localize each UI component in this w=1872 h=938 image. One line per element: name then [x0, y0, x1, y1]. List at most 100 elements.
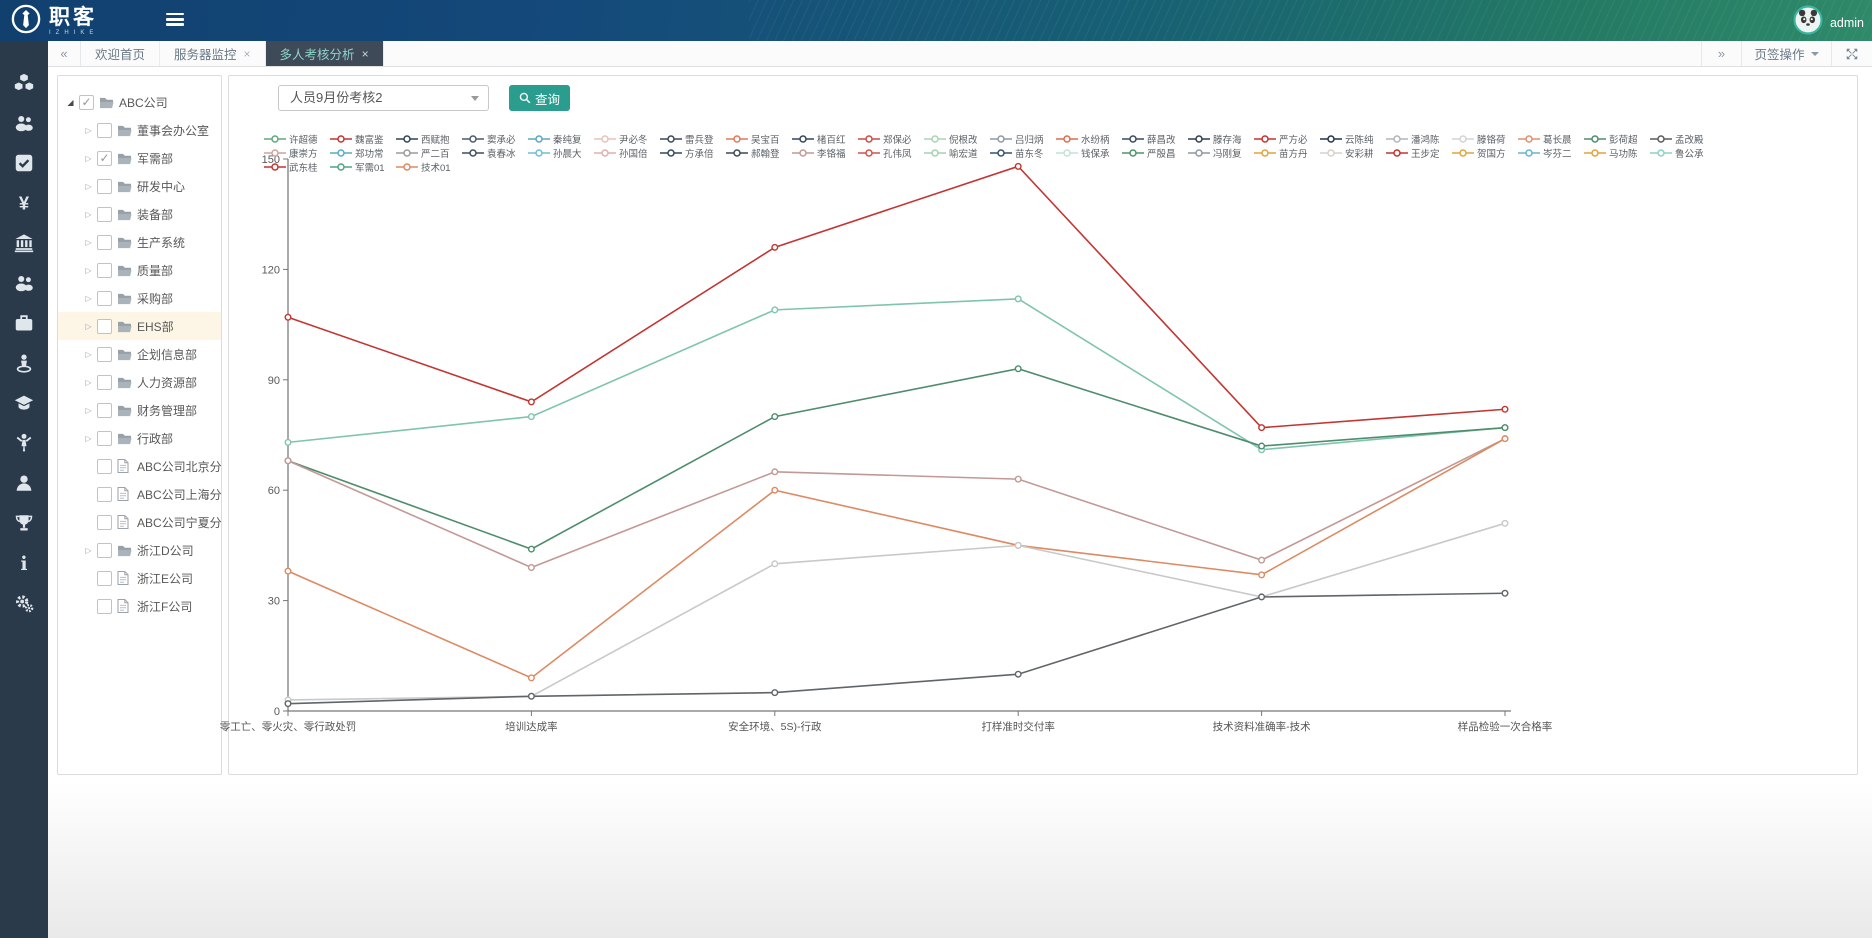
- legend-item-武东桂[interactable]: 武东桂: [263, 160, 329, 174]
- tree-checkbox[interactable]: [97, 346, 112, 362]
- tree-checkbox[interactable]: [97, 458, 112, 474]
- tree-collapsed-icon[interactable]: ▷: [85, 377, 92, 387]
- tree-item-质量部[interactable]: ▷ 质量部: [58, 256, 221, 284]
- sidebar-user-icon[interactable]: [0, 463, 48, 503]
- tree-checkbox[interactable]: [97, 514, 112, 530]
- legend-item-葛长晨[interactable]: 葛长晨: [1517, 132, 1583, 146]
- tree-checkbox[interactable]: [97, 318, 112, 334]
- line-chart[interactable]: 0 30 60 90 120 150 零工亡、零火灾、零行政处罚 培训达成率 安全环境、5S)-…: [220, 76, 1859, 776]
- legend-item-康崇方[interactable]: 康崇方: [263, 146, 329, 160]
- legend-item-滕存海[interactable]: 滕存海: [1187, 132, 1253, 146]
- legend-item-潘鸿陈[interactable]: 潘鸿陈: [1385, 132, 1451, 146]
- tree-checkbox[interactable]: [97, 290, 112, 306]
- legend-item-严二百[interactable]: 严二百: [395, 146, 461, 160]
- tab-服务器监控[interactable]: 服务器监控 ×: [160, 41, 266, 66]
- sidebar-modules-icon[interactable]: [0, 63, 48, 103]
- legend-item-尹必冬[interactable]: 尹必冬: [593, 132, 659, 146]
- tree-collapsed-icon[interactable]: ▷: [85, 209, 92, 219]
- tree-collapsed-icon[interactable]: ▷: [85, 433, 92, 443]
- tree-checkbox[interactable]: [97, 402, 112, 418]
- tab-close-icon[interactable]: ×: [361, 46, 369, 61]
- sidebar-finance-icon[interactable]: ¥: [0, 183, 48, 223]
- tree-item-浙江D公司[interactable]: ▷ 浙江D公司: [58, 536, 221, 564]
- legend-item-楮百红[interactable]: 楮百红: [791, 132, 857, 146]
- legend-item-魏富鉴[interactable]: 魏富鉴: [329, 132, 395, 146]
- sidebar-trophy-icon[interactable]: [0, 503, 48, 543]
- tree-checkbox[interactable]: [97, 178, 112, 194]
- tree-item-浙江E公司[interactable]: 浙江E公司: [58, 564, 221, 592]
- legend-item-薛昌改[interactable]: 薛昌改: [1121, 132, 1187, 146]
- tree-checkbox[interactable]: [97, 122, 112, 138]
- tree-collapsed-icon[interactable]: ▷: [85, 237, 92, 247]
- menu-toggle-icon[interactable]: [166, 13, 184, 27]
- tree-item-生产系统[interactable]: ▷ 生产系统: [58, 228, 221, 256]
- tree-checkbox[interactable]: [97, 598, 112, 614]
- tree-collapsed-icon[interactable]: ▷: [85, 349, 92, 359]
- legend-item-孔伟凤[interactable]: 孔伟凤: [857, 146, 923, 160]
- tab-close-icon[interactable]: ×: [243, 46, 251, 61]
- legend-item-吴宝百[interactable]: 吴宝百: [725, 132, 791, 146]
- tree-checkbox[interactable]: [97, 542, 112, 558]
- legend-item-郑保必[interactable]: 郑保必: [857, 132, 923, 146]
- tree-collapsed-icon[interactable]: ▷: [85, 125, 92, 135]
- sidebar-settings-icon[interactable]: [0, 583, 48, 623]
- legend-item-岑芬二[interactable]: 岑芬二: [1517, 146, 1583, 160]
- tab-多人考核分析[interactable]: 多人考核分析 ×: [265, 41, 384, 66]
- legend-item-郑功常[interactable]: 郑功常: [329, 146, 395, 160]
- legend-item-郝翰登[interactable]: 郝翰登: [725, 146, 791, 160]
- legend-item-冯刚复[interactable]: 冯刚复: [1187, 146, 1253, 160]
- tree-item-财务管理部[interactable]: ▷ 财务管理部: [58, 396, 221, 424]
- legend-item-鲁公承[interactable]: 鲁公承: [1649, 146, 1715, 160]
- legend-item-军需01[interactable]: 军需01: [329, 160, 395, 174]
- tree-item-采购部[interactable]: ▷ 采购部: [58, 284, 221, 312]
- tabs-scroll-right-icon[interactable]: »: [1701, 41, 1741, 66]
- tree-checkbox[interactable]: [97, 486, 112, 502]
- tree-item-人力资源部[interactable]: ▷ 人力资源部: [58, 368, 221, 396]
- tree-collapsed-icon[interactable]: ▷: [85, 321, 92, 331]
- tree-checkbox[interactable]: [97, 262, 112, 278]
- tabs-scroll-left-icon[interactable]: «: [48, 41, 81, 66]
- sidebar-training-icon[interactable]: [0, 383, 48, 423]
- tree-item-行政部[interactable]: ▷ 行政部: [58, 424, 221, 452]
- tree-item-浙江F公司[interactable]: 浙江F公司: [58, 592, 221, 620]
- tree-item-ABC公司上海分公司[interactable]: ABC公司上海分公司: [58, 480, 221, 508]
- tree-item-EHS部[interactable]: ▷ EHS部: [58, 312, 221, 340]
- legend-item-贺国方[interactable]: 贺国方: [1451, 146, 1517, 160]
- query-button[interactable]: 查询: [509, 85, 571, 111]
- sidebar-activity-icon[interactable]: [0, 423, 48, 463]
- sidebar-tasks-icon[interactable]: [0, 143, 48, 183]
- legend-item-严殷昌[interactable]: 严殷昌: [1121, 146, 1187, 160]
- tree-item-董事会办公室[interactable]: ▷ 董事会办公室: [58, 116, 221, 144]
- legend-item-孟改殿[interactable]: 孟改殿: [1649, 132, 1715, 146]
- legend-item-苗方丹[interactable]: 苗方丹: [1253, 146, 1319, 160]
- legend-item-钱保承[interactable]: 钱保承: [1055, 146, 1121, 160]
- tree-checkbox[interactable]: [97, 374, 112, 390]
- tab-operations-dropdown[interactable]: 页签操作: [1741, 41, 1831, 66]
- fullscreen-icon[interactable]: [1831, 41, 1872, 66]
- legend-item-王步定[interactable]: 王步定: [1385, 146, 1451, 160]
- tree-collapsed-icon[interactable]: ▷: [85, 265, 92, 275]
- tree-collapsed-icon[interactable]: ▷: [85, 181, 92, 191]
- legend-item-马功陈[interactable]: 马功陈: [1583, 146, 1649, 160]
- legend-item-安彩耕[interactable]: 安彩耕: [1319, 146, 1385, 160]
- legend-item-滕铬荷[interactable]: 滕铬荷: [1451, 132, 1517, 146]
- tree-item-企划信息部[interactable]: ▷ 企划信息部: [58, 340, 221, 368]
- legend-item-雷兵登[interactable]: 雷兵登: [659, 132, 725, 146]
- legend-item-云陈纯[interactable]: 云陈纯: [1319, 132, 1385, 146]
- legend-item-倪根改[interactable]: 倪根改: [923, 132, 989, 146]
- legend-item-窦承必[interactable]: 窦承必: [461, 132, 527, 146]
- legend-item-技术01[interactable]: 技术01: [395, 160, 461, 174]
- sidebar-organization-icon[interactable]: [0, 223, 48, 263]
- tree-checkbox[interactable]: [79, 94, 94, 110]
- tree-expanded-icon[interactable]: ◢: [67, 97, 74, 107]
- tree-item-ABC公司北京分公司[interactable]: ABC公司北京分公司: [58, 452, 221, 480]
- user-menu[interactable]: admin: [1793, 5, 1864, 40]
- sidebar-members-icon[interactable]: [0, 263, 48, 303]
- legend-item-许超德[interactable]: 许超德: [263, 132, 329, 146]
- assessment-select[interactable]: 人员9月份考核2: [278, 85, 489, 111]
- tree-checkbox[interactable]: [97, 234, 112, 250]
- tree-item-ABC公司宁夏分公司[interactable]: ABC公司宁夏分公司: [58, 508, 221, 536]
- legend-item-李铬福[interactable]: 李铬福: [791, 146, 857, 160]
- legend-item-水纷柄[interactable]: 水纷柄: [1055, 132, 1121, 146]
- sidebar-team-icon[interactable]: [0, 103, 48, 143]
